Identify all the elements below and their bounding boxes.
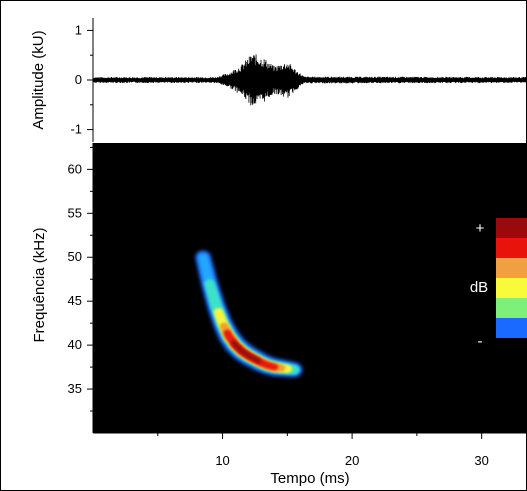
spectrogram-y-axis-title: Frequência (kHz) <box>31 227 48 342</box>
color-scale-swatch-4 <box>496 298 527 318</box>
spectrogram-y-tick-label-5: 60 <box>68 161 82 176</box>
spectrogram-y-tick-label-4: 55 <box>68 205 82 220</box>
spectrogram-panel: 35 40 45 50 55 60 10 20 30 Frequência (kHz) Tem… <box>31 143 527 487</box>
spectrogram-y-tick-label-3: 50 <box>68 249 82 264</box>
call-point <box>276 364 286 372</box>
spectrogram-x-tick-label-2: 30 <box>474 453 488 468</box>
call-contour <box>195 251 303 377</box>
spectrogram-x-tick-label-0: 10 <box>215 453 229 468</box>
spectrogram-y-tick-label-0: 35 <box>68 381 82 396</box>
color-scale-swatch-0 <box>496 218 527 238</box>
call-layer-6 <box>230 340 262 364</box>
color-scale-swatch-5 <box>496 318 527 338</box>
waveform-y-tick-label-2: -1 <box>70 122 82 137</box>
waveform-trace <box>92 54 527 106</box>
spectrogram-x-axis-title: Tempo (ms) <box>270 470 349 487</box>
color-scale-label: dB <box>470 279 488 296</box>
color-scale-max-label: + <box>476 220 485 237</box>
waveform-y-axis-title: Amplitude (kU) <box>30 30 47 129</box>
waveform-panel: 1 0 -1 Amplitude (kU) <box>30 18 527 142</box>
waveform-y-tick-label-1: 0 <box>75 72 82 87</box>
spectrogram-background <box>93 143 527 433</box>
call-point <box>255 358 262 364</box>
color-scale-swatches <box>496 218 527 338</box>
color-scale-swatch-2 <box>496 258 527 278</box>
color-scale-min-label: - <box>478 333 483 350</box>
spectrogram-y-ticks: 35 40 45 50 55 60 <box>68 146 93 412</box>
color-scale-swatch-1 <box>496 238 527 258</box>
spectrogram-x-tick-label-1: 20 <box>345 453 359 468</box>
spectrogram-x-ticks: 10 20 30 <box>157 433 489 468</box>
waveform-y-ticks: 1 0 -1 <box>70 22 93 137</box>
call-point <box>270 363 279 371</box>
spectrogram-y-tick-label-1: 40 <box>68 337 82 352</box>
color-scale-legend: + dB - <box>470 218 527 350</box>
color-scale-swatch-3 <box>496 278 527 298</box>
waveform-y-tick-label-0: 1 <box>75 22 82 37</box>
spectrogram-y-tick-label-2: 45 <box>68 293 82 308</box>
